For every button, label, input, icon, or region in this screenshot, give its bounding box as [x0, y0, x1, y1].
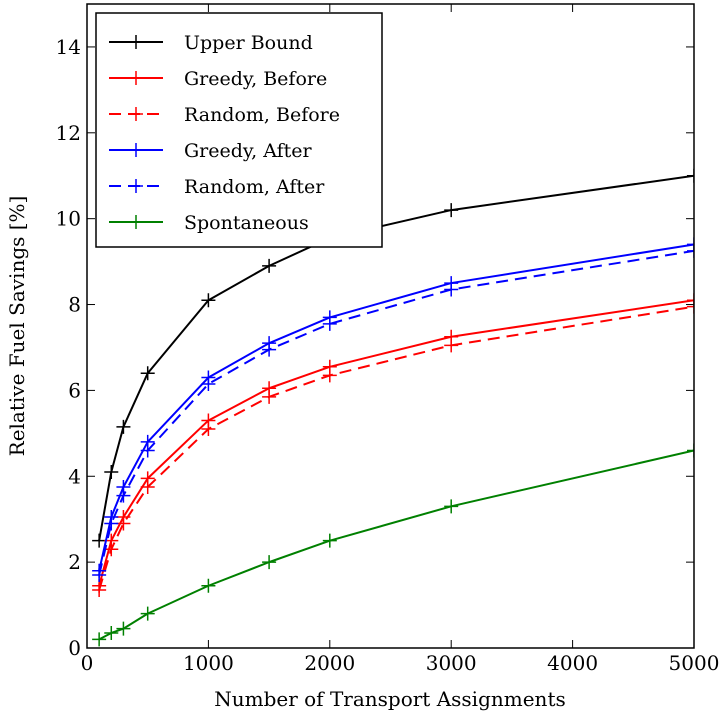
- series-4: [92, 243, 694, 583]
- y-tick-label: 8: [68, 293, 81, 317]
- data-point-marker: [92, 583, 107, 598]
- data-point-marker: [116, 516, 131, 531]
- y-tick-label: 12: [56, 121, 81, 145]
- x-axis-title: Number of Transport Assignments: [214, 687, 566, 711]
- data-point-marker: [104, 542, 119, 557]
- data-point-marker: [262, 389, 277, 404]
- y-tick-label: 0: [68, 636, 81, 660]
- y-tick-label: 4: [68, 464, 81, 488]
- axis-ticks: 0 1000 2000 3000 4000 5000 0 2 4 6 8 10 12 14: [56, 4, 720, 675]
- legend-label: Greedy, After: [184, 140, 312, 162]
- data-point-marker: [322, 316, 337, 331]
- legend-marker: [129, 179, 143, 193]
- data-point-marker: [201, 578, 216, 593]
- data-point-marker: [140, 443, 155, 458]
- x-tick-label: 4000: [547, 651, 598, 675]
- data-point-marker: [444, 282, 459, 297]
- legend-marker: [129, 71, 143, 85]
- series-line: [98, 249, 694, 576]
- legend-marker: [129, 35, 143, 49]
- data-point-marker: [92, 632, 107, 647]
- plot-frame: [86, 3, 695, 649]
- data-point-marker: [687, 168, 694, 183]
- x-tick-label: 5000: [669, 651, 720, 675]
- data-point-marker: [201, 422, 216, 437]
- x-tick-label: 2000: [304, 651, 355, 675]
- data-point-marker: [444, 338, 459, 353]
- legend-label: Spontaneous: [184, 212, 309, 234]
- legend: Upper Bound Greedy, Before Random, Before G…: [95, 12, 383, 248]
- y-tick-label: 6: [68, 378, 81, 402]
- data-point-marker: [201, 293, 216, 308]
- x-tick-label: 0: [81, 651, 94, 675]
- data-point-marker: [262, 258, 277, 273]
- data-point-marker: [104, 516, 119, 531]
- data-point-marker: [322, 368, 337, 383]
- data-point-marker: [140, 606, 155, 621]
- data-point-marker: [262, 555, 277, 570]
- data-point-marker: [687, 293, 694, 308]
- x-tick-label: 1000: [183, 651, 234, 675]
- data-point-marker: [116, 419, 131, 434]
- data-point-marker: [116, 621, 131, 636]
- series-0: [92, 168, 694, 548]
- x-tick-label: 3000: [426, 651, 477, 675]
- data-point-marker: [104, 625, 119, 640]
- data-point-marker: [92, 568, 107, 583]
- series-2: [92, 299, 694, 598]
- data-point-marker: [140, 480, 155, 494]
- y-tick-label: 10: [56, 207, 81, 231]
- data-point-marker: [444, 203, 459, 218]
- data-point-marker: [104, 464, 119, 479]
- data-point-marker: [322, 533, 337, 548]
- series-5: [92, 443, 694, 647]
- legend-marker: [129, 215, 143, 229]
- data-point-marker: [687, 237, 694, 252]
- data-point-marker: [201, 376, 216, 391]
- data-point-marker: [140, 366, 155, 381]
- legend-label: Upper Bound: [184, 32, 313, 54]
- data-point-marker: [444, 499, 459, 514]
- legend-label: Random, Before: [184, 104, 340, 126]
- y-axis-title: Relative Fuel Savings [%]: [5, 196, 29, 457]
- data-point-marker: [687, 443, 694, 458]
- data-point-marker: [687, 243, 694, 258]
- data-point-marker: [116, 488, 131, 503]
- legend-label: Greedy, Before: [184, 68, 327, 90]
- legend-marker: [129, 107, 143, 121]
- legend-marker: [129, 143, 143, 157]
- series-layer: [92, 168, 694, 647]
- data-point-marker: [687, 299, 694, 314]
- data-point-marker: [262, 342, 277, 357]
- y-tick-label: 14: [56, 35, 81, 59]
- data-point-marker: [92, 533, 107, 548]
- legend-box: [95, 12, 383, 248]
- legend-label: Random, After: [184, 176, 325, 198]
- y-tick-label: 2: [68, 550, 81, 574]
